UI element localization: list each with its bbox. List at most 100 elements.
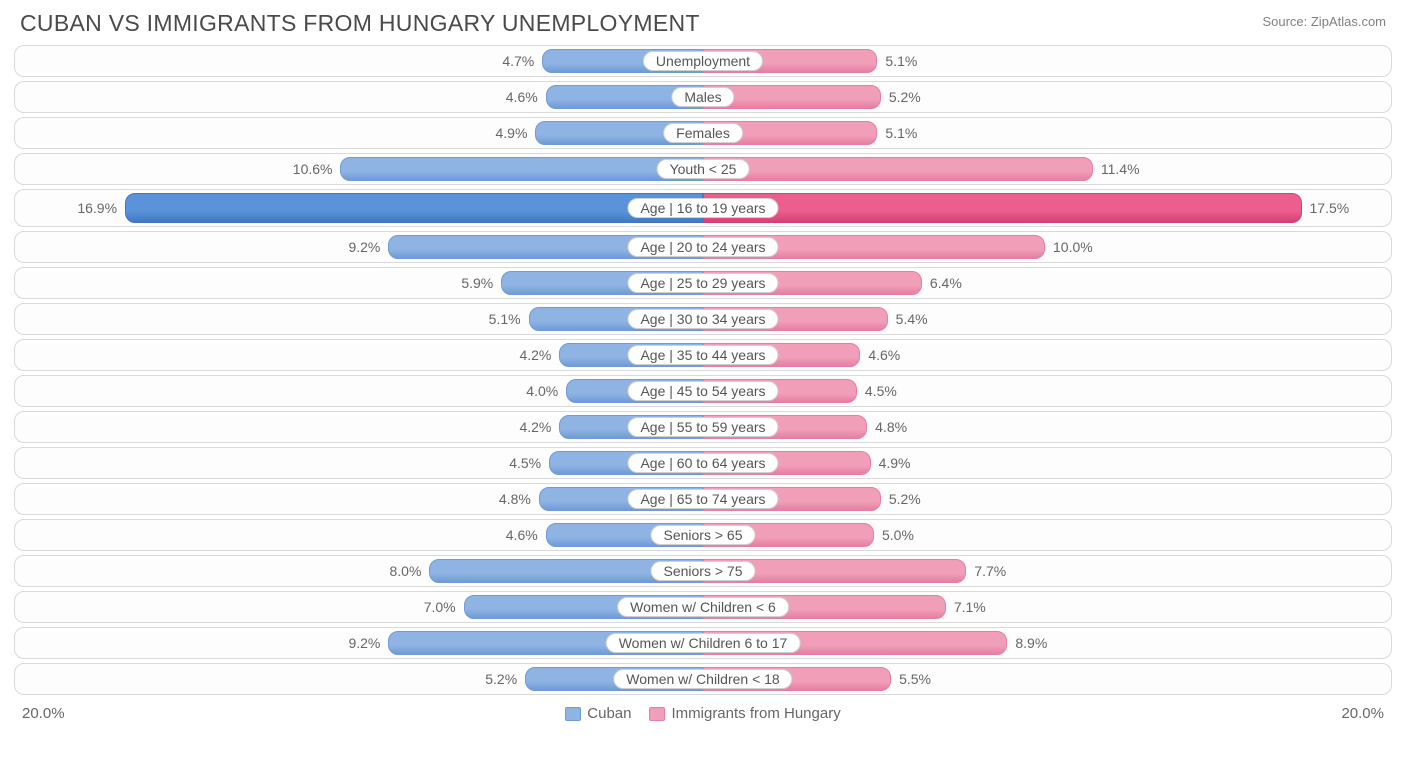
category-label: Age | 45 to 54 years: [627, 381, 778, 401]
left-half: 4.6%: [19, 85, 703, 109]
category-label: Seniors > 75: [651, 561, 756, 581]
right-half: 7.1%: [703, 595, 1387, 619]
chart-container: CUBAN VS IMMIGRANTS FROM HUNGARY UNEMPLO…: [0, 0, 1406, 757]
left-value-label: 4.6%: [498, 527, 546, 543]
category-label: Age | 16 to 19 years: [627, 198, 778, 218]
left-half: 4.2%: [19, 415, 703, 439]
right-value-label: 17.5%: [1302, 200, 1358, 216]
chart-row: 4.2% 4.8% Age | 55 to 59 years: [14, 411, 1392, 443]
right-half: 5.0%: [703, 523, 1387, 547]
category-label: Age | 20 to 24 years: [627, 237, 778, 257]
left-value-label: 4.9%: [488, 125, 536, 141]
right-value-label: 5.2%: [881, 491, 929, 507]
right-half: 11.4%: [703, 157, 1387, 181]
right-value-label: 4.8%: [867, 419, 915, 435]
chart-row: 4.6% 5.0% Seniors > 65: [14, 519, 1392, 551]
category-label: Age | 25 to 29 years: [627, 273, 778, 293]
left-half: 10.6%: [19, 157, 703, 181]
left-half: 4.7%: [19, 49, 703, 73]
left-half: 4.2%: [19, 343, 703, 367]
left-value-label: 8.0%: [381, 563, 429, 579]
left-bar: [125, 193, 703, 223]
right-half: 4.5%: [703, 379, 1387, 403]
category-label: Females: [663, 123, 743, 143]
legend: Cuban Immigrants from Hungary: [565, 705, 840, 722]
left-value-label: 5.2%: [477, 671, 525, 687]
category-label: Males: [671, 87, 734, 107]
right-value-label: 5.1%: [877, 53, 925, 69]
footer: 20.0% Cuban Immigrants from Hungary 20.0…: [14, 699, 1392, 722]
right-half: 8.9%: [703, 631, 1387, 655]
right-bar: [703, 157, 1093, 181]
right-half: 10.0%: [703, 235, 1387, 259]
header: CUBAN VS IMMIGRANTS FROM HUNGARY UNEMPLO…: [14, 10, 1392, 45]
right-value-label: 5.5%: [891, 671, 939, 687]
chart-row: 5.1%5.4%Age | 30 to 34 years: [14, 303, 1392, 335]
category-label: Youth < 25: [657, 159, 750, 179]
right-value-label: 4.6%: [860, 347, 908, 363]
left-value-label: 9.2%: [340, 635, 388, 651]
right-half: 5.4%: [703, 307, 1387, 331]
left-value-label: 4.2%: [511, 419, 559, 435]
chart-row: 5.2% 5.5% Women w/ Children < 18: [14, 663, 1392, 695]
left-half: 9.2%: [19, 631, 703, 655]
legend-item-cuban: Cuban: [565, 705, 631, 722]
left-value-label: 10.6%: [285, 161, 341, 177]
chart-area: 4.7%5.1%Unemployment4.6%5.2%Males4.9%5.1…: [14, 45, 1392, 695]
left-bar: [340, 157, 703, 181]
left-value-label: 5.9%: [453, 275, 501, 291]
left-half: 8.0%: [19, 559, 703, 583]
source-label: Source: ZipAtlas.com: [1262, 10, 1386, 29]
chart-row: 4.9% 5.1%Females: [14, 117, 1392, 149]
left-value-label: 4.8%: [491, 491, 539, 507]
right-value-label: 4.5%: [857, 383, 905, 399]
right-half: 17.5%: [703, 193, 1387, 223]
axis-left-max: 20.0%: [22, 705, 65, 722]
right-half: 4.8%: [703, 415, 1387, 439]
left-value-label: 4.6%: [498, 89, 546, 105]
category-label: Age | 55 to 59 years: [627, 417, 778, 437]
legend-label-cuban: Cuban: [587, 705, 631, 722]
left-half: 5.1%: [19, 307, 703, 331]
left-value-label: 7.0%: [416, 599, 464, 615]
chart-row: 4.2% 4.6% Age | 35 to 44 years: [14, 339, 1392, 371]
left-half: 7.0%: [19, 595, 703, 619]
left-half: 5.9%: [19, 271, 703, 295]
legend-item-hungary: Immigrants from Hungary: [649, 705, 840, 722]
right-bar: [703, 193, 1302, 223]
legend-label-hungary: Immigrants from Hungary: [671, 705, 840, 722]
right-half: 5.2%: [703, 85, 1387, 109]
category-label: Women w/ Children < 18: [613, 669, 792, 689]
right-half: 7.7%: [703, 559, 1387, 583]
chart-row: 4.6% 5.2%Males: [14, 81, 1392, 113]
chart-row: 10.6% 11.4% Youth < 25: [14, 153, 1392, 185]
right-half: 4.9%: [703, 451, 1387, 475]
right-half: 4.6%: [703, 343, 1387, 367]
left-half: 4.6%: [19, 523, 703, 547]
left-half: 4.8%: [19, 487, 703, 511]
right-value-label: 5.0%: [874, 527, 922, 543]
right-value-label: 7.1%: [946, 599, 994, 615]
category-label: Unemployment: [643, 51, 763, 71]
left-half: 9.2%: [19, 235, 703, 259]
right-value-label: 8.9%: [1007, 635, 1055, 651]
left-value-label: 16.9%: [69, 200, 125, 216]
right-value-label: 11.4%: [1093, 161, 1148, 177]
right-value-label: 6.4%: [922, 275, 970, 291]
chart-title: CUBAN VS IMMIGRANTS FROM HUNGARY UNEMPLO…: [20, 10, 700, 37]
left-half: 4.0%: [19, 379, 703, 403]
left-value-label: 4.0%: [518, 383, 566, 399]
right-half: 5.1%: [703, 121, 1387, 145]
category-label: Seniors > 65: [651, 525, 756, 545]
left-half: 4.5%: [19, 451, 703, 475]
axis-right-max: 20.0%: [1341, 705, 1384, 722]
chart-row: 5.9% 6.4% Age | 25 to 29 years: [14, 267, 1392, 299]
left-value-label: 4.7%: [494, 53, 542, 69]
right-half: 5.1%: [703, 49, 1387, 73]
category-label: Age | 35 to 44 years: [627, 345, 778, 365]
chart-row: 4.7% 5.1% Unemployment: [14, 45, 1392, 77]
left-half: 4.9%: [19, 121, 703, 145]
left-value-label: 5.1%: [481, 311, 529, 327]
chart-row: 9.2%8.9%Women w/ Children 6 to 17: [14, 627, 1392, 659]
category-label: Age | 60 to 64 years: [627, 453, 778, 473]
